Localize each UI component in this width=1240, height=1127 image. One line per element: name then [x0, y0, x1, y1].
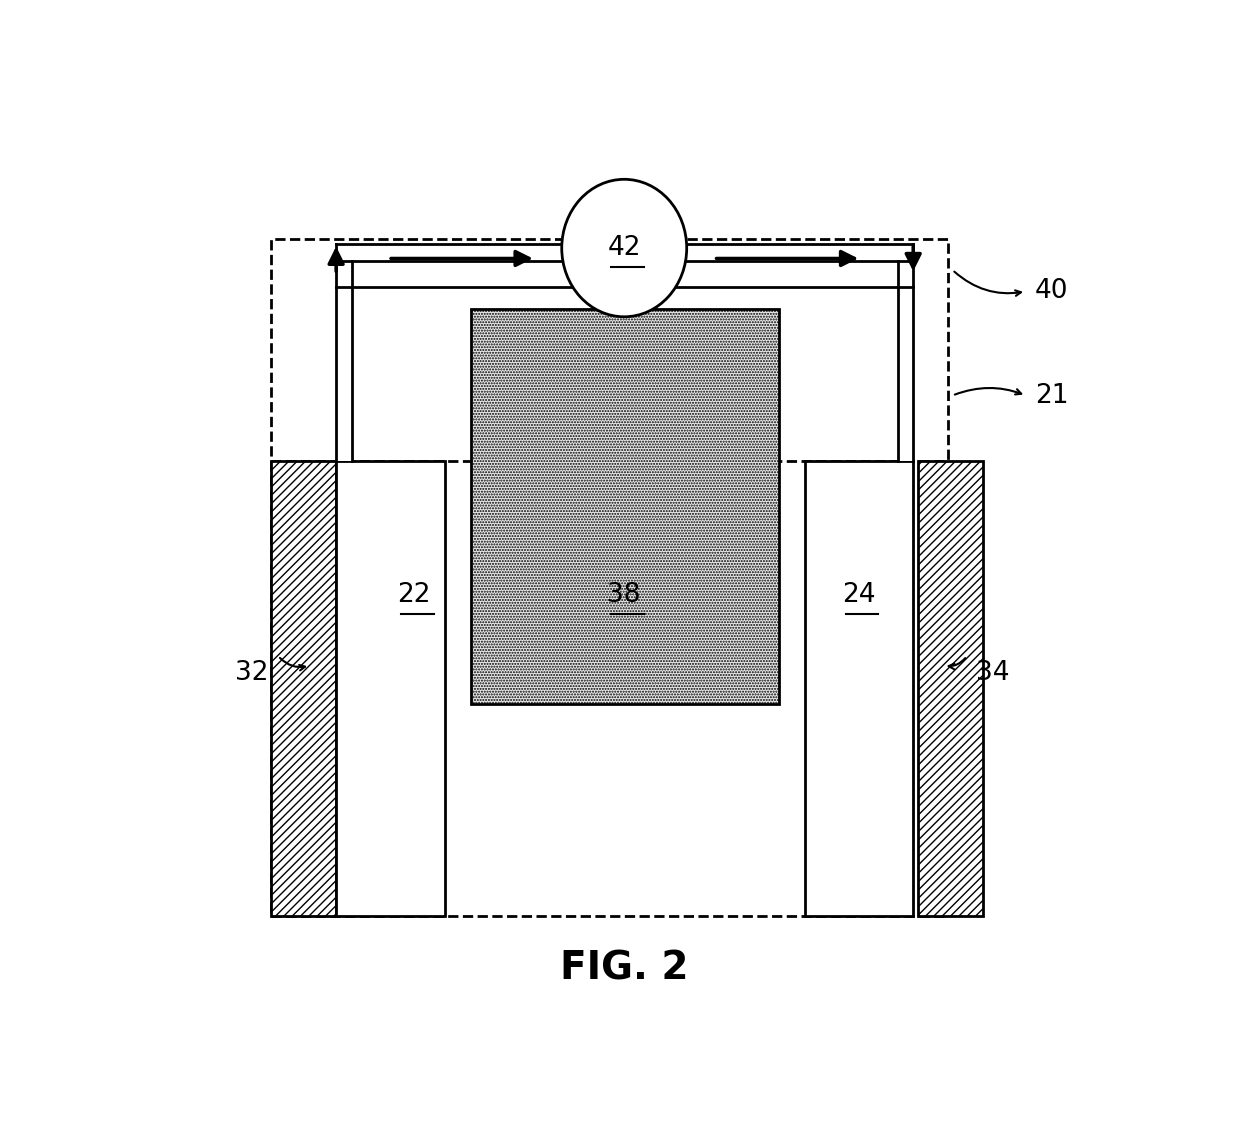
- Text: 22: 22: [398, 583, 432, 609]
- Text: 21: 21: [1034, 382, 1068, 409]
- Text: 32: 32: [236, 660, 269, 686]
- Text: 38: 38: [608, 583, 641, 609]
- Text: 40: 40: [1034, 278, 1068, 304]
- Bar: [336, 287, 352, 461]
- Bar: [336, 461, 445, 916]
- Bar: [272, 461, 336, 916]
- Ellipse shape: [562, 179, 687, 317]
- Bar: [272, 239, 947, 916]
- Bar: [805, 461, 913, 916]
- Bar: [898, 287, 913, 461]
- Bar: [471, 309, 779, 703]
- Text: 24: 24: [842, 583, 875, 609]
- Text: 34: 34: [976, 660, 1009, 686]
- Text: 42: 42: [608, 236, 641, 261]
- Bar: [918, 461, 982, 916]
- Bar: [336, 243, 913, 287]
- Text: FIG. 2: FIG. 2: [560, 949, 688, 987]
